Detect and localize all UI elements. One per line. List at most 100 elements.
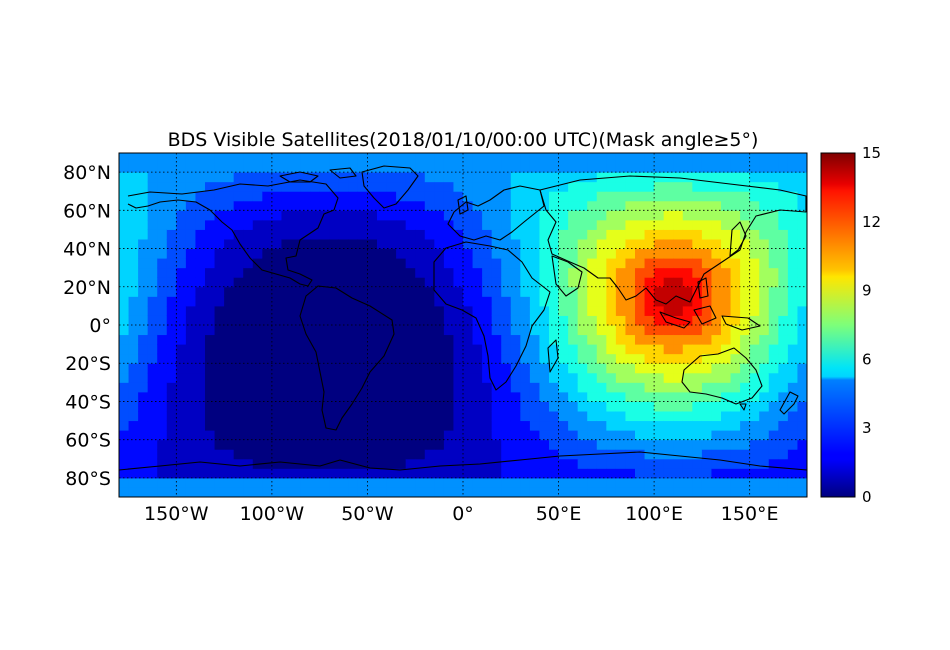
heatmap-cell xyxy=(300,315,311,326)
heatmap-cell xyxy=(635,411,646,422)
heatmap-cell xyxy=(759,181,770,192)
heatmap-cell xyxy=(252,172,263,183)
heatmap-cell xyxy=(262,191,273,202)
heatmap-cell xyxy=(787,248,798,259)
heatmap-cell xyxy=(682,353,693,364)
heatmap-cell xyxy=(147,153,158,164)
heatmap-cell xyxy=(357,286,368,297)
heatmap-cell xyxy=(166,468,177,479)
heatmap-cell xyxy=(147,325,158,336)
heatmap-cell xyxy=(730,296,741,307)
heatmap-cell xyxy=(529,296,540,307)
y-tick-label: 0° xyxy=(89,315,111,337)
heatmap-cell xyxy=(654,305,665,316)
grid-lines xyxy=(119,153,807,497)
heatmap-cell xyxy=(176,401,187,412)
heatmap-cell xyxy=(711,401,722,412)
heatmap-cell xyxy=(577,153,588,164)
heatmap-cell xyxy=(367,181,378,192)
heatmap-cell xyxy=(520,153,531,164)
heatmap-cell xyxy=(549,248,560,259)
heatmap-cell xyxy=(740,334,751,345)
heatmap-cell xyxy=(128,162,139,173)
heatmap-cell xyxy=(224,162,235,173)
heatmap-cell xyxy=(682,382,693,393)
heatmap-cell xyxy=(147,353,158,364)
heatmap-cell xyxy=(740,420,751,431)
heatmap-cell xyxy=(491,286,502,297)
heatmap-cell xyxy=(539,401,550,412)
heatmap-cell xyxy=(740,267,751,278)
heatmap-cell xyxy=(357,401,368,412)
heatmap-cell xyxy=(577,430,588,441)
heatmap-cell xyxy=(482,449,493,460)
heatmap-cell xyxy=(357,334,368,345)
heatmap-cell xyxy=(195,219,206,230)
heatmap-cell xyxy=(730,200,741,211)
heatmap-cell xyxy=(606,363,617,374)
heatmap-cell xyxy=(329,153,340,164)
heatmap-cell xyxy=(654,382,665,393)
heatmap-cell xyxy=(501,277,512,288)
heatmap-cell xyxy=(453,172,464,183)
heatmap-cell xyxy=(625,344,636,355)
heatmap-cell xyxy=(386,305,397,316)
heatmap-cell xyxy=(615,420,626,431)
heatmap-cell xyxy=(291,449,302,460)
heatmap-cell xyxy=(310,353,321,364)
heatmap-cell xyxy=(357,191,368,202)
heatmap-cell xyxy=(195,267,206,278)
heatmap-cell xyxy=(147,248,158,259)
heatmap-cell xyxy=(415,219,426,230)
heatmap-cell xyxy=(463,401,474,412)
heatmap-cell xyxy=(682,477,693,488)
heatmap-cell xyxy=(243,449,254,460)
heatmap-cell xyxy=(205,267,216,278)
heatmap-cell xyxy=(138,487,149,497)
heatmap-cell xyxy=(797,200,807,211)
heatmap-cell xyxy=(367,487,378,497)
heatmap-cell xyxy=(797,219,807,230)
heatmap-cell xyxy=(596,334,607,345)
heatmap-cell xyxy=(310,191,321,202)
heatmap-cell xyxy=(310,458,321,469)
heatmap-cell xyxy=(701,258,712,269)
heatmap-cell xyxy=(233,325,244,336)
heatmap-cell xyxy=(520,382,531,393)
heatmap-cell xyxy=(635,334,646,345)
heatmap-cell xyxy=(319,411,330,422)
heatmap-cell xyxy=(625,248,636,259)
heatmap-cell xyxy=(558,353,569,364)
heatmap-cell xyxy=(453,353,464,364)
heatmap-cell xyxy=(396,296,407,307)
heatmap-cell xyxy=(367,258,378,269)
heatmap-cell xyxy=(338,277,349,288)
heatmap-cell xyxy=(472,439,483,450)
heatmap-cell xyxy=(443,468,454,479)
heatmap-cell xyxy=(577,477,588,488)
heatmap-cell xyxy=(482,191,493,202)
heatmap-cell xyxy=(224,305,235,316)
heatmap-cell xyxy=(529,248,540,259)
heatmap-cell xyxy=(711,487,722,497)
heatmap-cell xyxy=(185,286,196,297)
heatmap-cell xyxy=(692,181,703,192)
heatmap-cell xyxy=(205,286,216,297)
heatmap-cell xyxy=(310,334,321,345)
heatmap-cell xyxy=(644,391,655,402)
heatmap-cell xyxy=(205,391,216,402)
heatmap-cell xyxy=(434,411,445,422)
heatmap-cell xyxy=(443,315,454,326)
heatmap-cell xyxy=(291,372,302,383)
heatmap-cell xyxy=(319,181,330,192)
heatmap-cell xyxy=(520,458,531,469)
heatmap-cell xyxy=(711,411,722,422)
heatmap-cell xyxy=(787,305,798,316)
heatmap-cell xyxy=(357,229,368,240)
heatmap-cell xyxy=(176,353,187,364)
heatmap-cell xyxy=(224,286,235,297)
heatmap-cell xyxy=(491,229,502,240)
heatmap-cell xyxy=(596,344,607,355)
heatmap-cell xyxy=(721,439,732,450)
heatmap-cell xyxy=(721,363,732,374)
